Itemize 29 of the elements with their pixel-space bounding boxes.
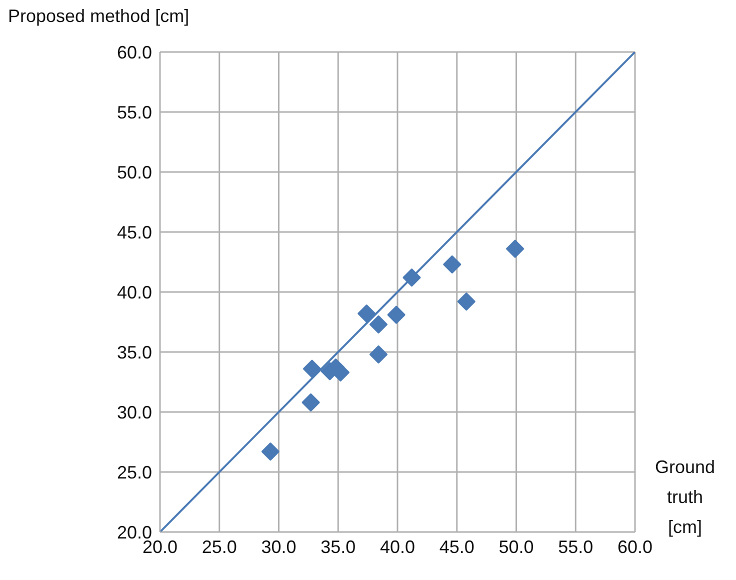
point	[387, 306, 406, 324]
y-tick-label: 30.0	[116, 402, 152, 422]
x-tick-label: 55.0	[558, 536, 594, 557]
point	[370, 315, 388, 334]
y-axis-title: Proposed method [cm]	[8, 6, 190, 27]
point	[358, 304, 376, 323]
x-tick-label: 25.0	[202, 536, 237, 557]
x-tick-label: 50.0	[498, 536, 534, 557]
y-tick-label: 35.0	[116, 342, 152, 362]
point	[506, 240, 524, 258]
x-tick-label: 60.0	[617, 536, 653, 557]
y-tick-label: 25.0	[116, 462, 152, 482]
x-tick-label: 35.0	[320, 536, 356, 557]
x-tick-label: 45.0	[439, 536, 474, 557]
point	[302, 393, 320, 412]
point	[303, 360, 321, 378]
x-axis-title: Ground truth [cm]	[654, 457, 716, 537]
y-tick-label: 60.0	[116, 42, 152, 62]
y-tick-label: 45.0	[116, 222, 152, 242]
x-tick-label: 40.0	[380, 536, 416, 557]
point	[457, 292, 476, 311]
point	[443, 255, 462, 274]
y-tick-label: 50.0	[116, 162, 152, 182]
point	[261, 442, 280, 461]
y-tick-label: 40.0	[116, 282, 152, 302]
y-tick-label: 55.0	[116, 102, 152, 122]
point	[402, 268, 421, 287]
x-tick-label: 30.0	[261, 536, 296, 557]
point	[370, 345, 388, 364]
